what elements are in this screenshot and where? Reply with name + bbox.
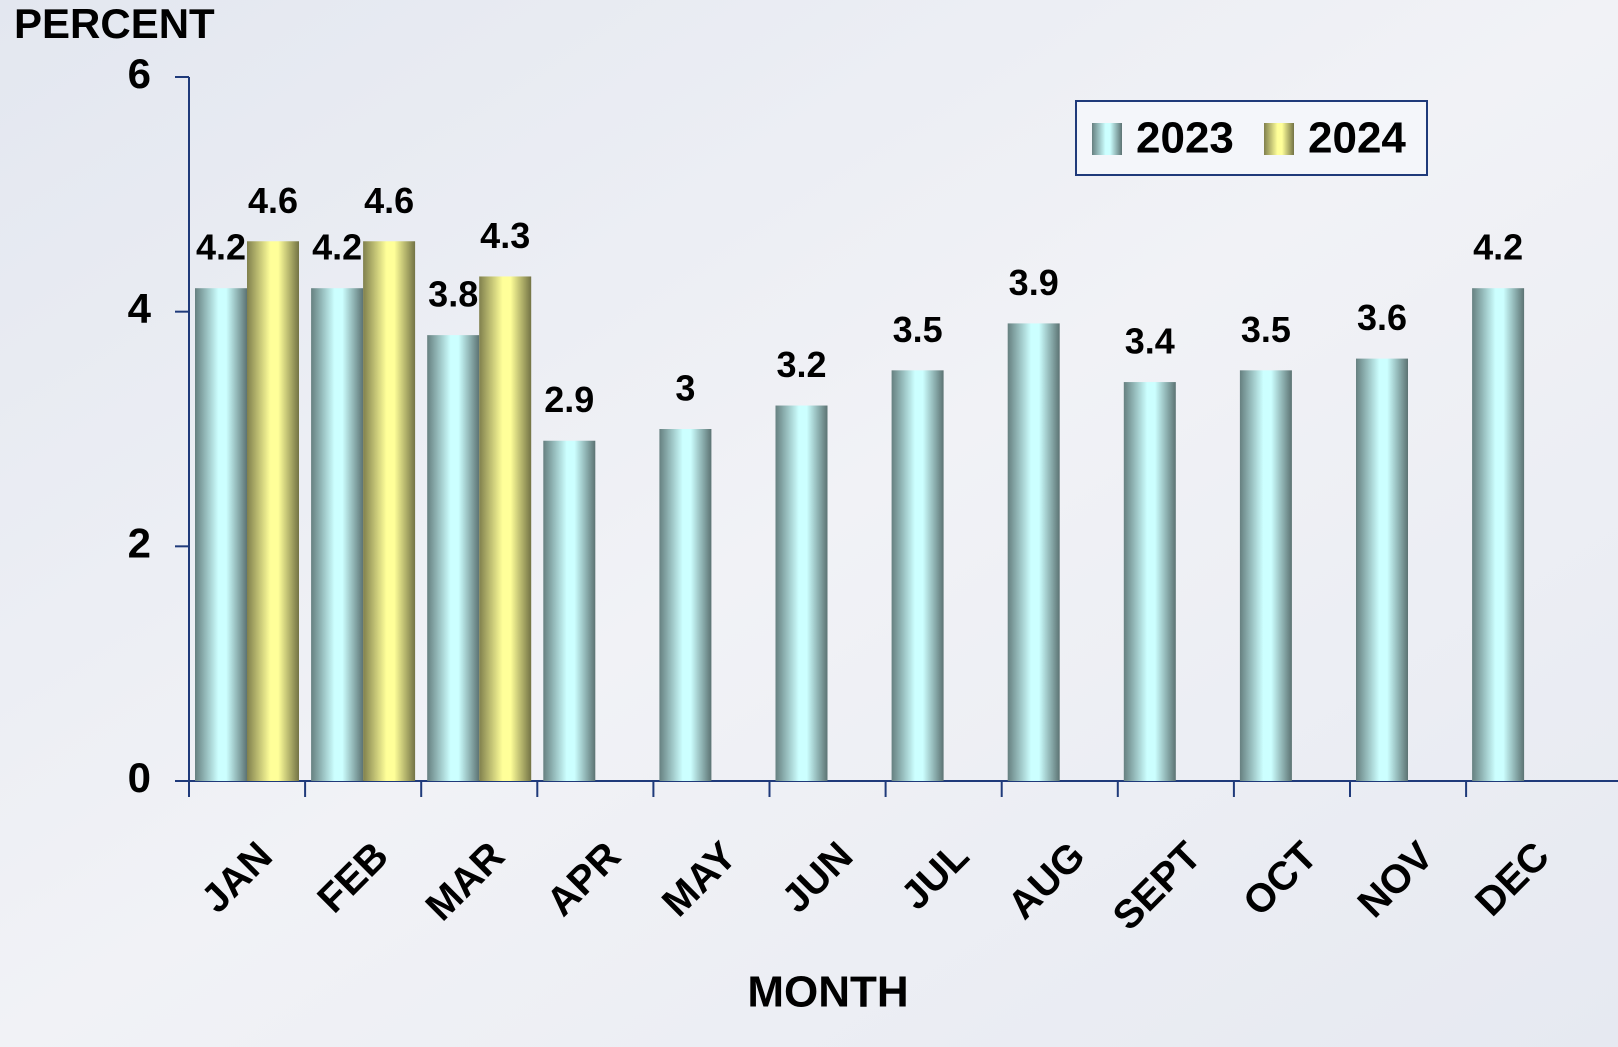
legend-swatch [1264, 123, 1294, 155]
data-label: 3.5 [1241, 309, 1291, 350]
bar [195, 288, 247, 781]
y-tick-label: 2 [128, 519, 151, 566]
data-label: 3.9 [1009, 262, 1059, 303]
bar [775, 405, 828, 781]
data-label: 4.6 [248, 180, 298, 221]
bar [1356, 358, 1408, 781]
data-label: 3.4 [1125, 321, 1175, 362]
y-tick-label: 0 [128, 754, 151, 801]
bar [247, 241, 299, 781]
legend-label: 2024 [1308, 114, 1406, 163]
bar [659, 429, 712, 781]
legend-box [1075, 100, 1428, 176]
data-label: 4.2 [312, 227, 362, 268]
data-label: 4.2 [1473, 227, 1523, 268]
bar [363, 241, 416, 781]
legend-swatch [1092, 123, 1122, 155]
y-tick-label: 4 [128, 285, 152, 332]
data-label: 3.5 [893, 309, 943, 350]
data-label: 3.2 [776, 344, 826, 385]
legend-label: 2023 [1136, 114, 1234, 163]
bar [1239, 370, 1292, 781]
data-label: 3.8 [428, 274, 478, 315]
y-axis-title: PERCENT [14, 0, 215, 47]
data-label: 2.9 [544, 379, 594, 420]
bar [1007, 323, 1060, 781]
data-label: 4.3 [480, 215, 530, 256]
bar [1472, 288, 1525, 781]
bar [311, 288, 364, 781]
data-label: 3.6 [1357, 297, 1407, 338]
bar [479, 276, 532, 781]
bar [891, 370, 944, 781]
x-axis-title: MONTH [747, 968, 908, 1017]
y-tick-label: 6 [128, 50, 151, 97]
bar [427, 335, 480, 781]
data-label: 3 [675, 368, 695, 409]
bar [1123, 382, 1176, 781]
bar [543, 440, 596, 781]
data-label: 4.6 [364, 180, 414, 221]
data-label: 4.2 [196, 227, 246, 268]
